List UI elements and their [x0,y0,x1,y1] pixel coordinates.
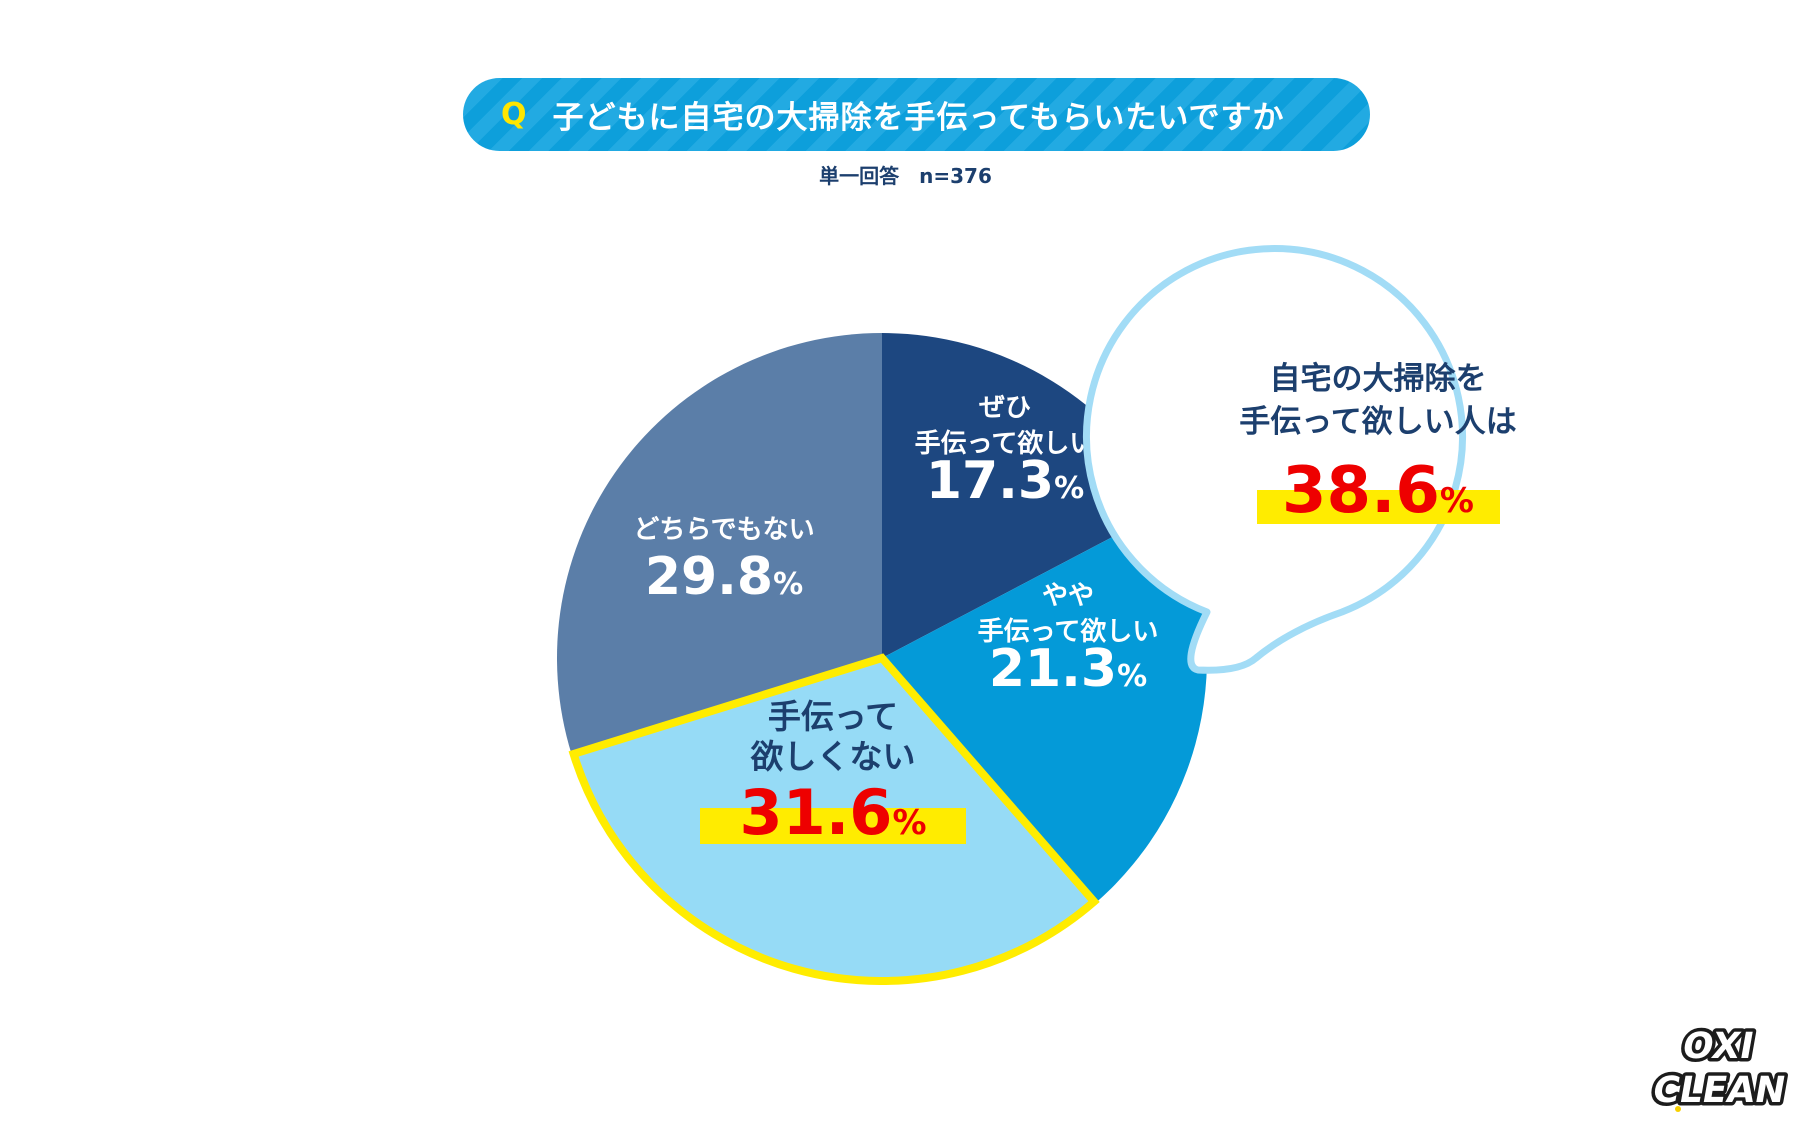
slice-label-line: ぜひ [979,393,1031,423]
callout-line-1: 自宅の大掃除を [1270,361,1487,397]
highlight-slice-outline [568,653,1100,985]
slice-value: 29.8% [645,547,803,607]
slice-value: 21.3% [989,639,1147,699]
callout-bubble: 自宅の大掃除を 手伝って欲しい人は 38.6% [1083,245,1517,674]
slice-label-line: 手伝って [768,697,898,736]
pie-slices [557,333,1207,985]
pie-slice-4 [557,333,882,755]
question-banner: Q 子どもに自宅の大掃除を手伝ってもらいたいですか [463,78,1370,151]
oxiclean-logo: OXI CLEAN [1648,1021,1788,1114]
logo-line-1: OXI [1679,1024,1757,1067]
pie-slice-2 [882,506,1207,904]
slice-label-line: 手伝って欲しい [978,617,1159,647]
question-text: 子どもに自宅の大掃除を手伝ってもらいたいですか [552,100,1285,136]
slice-value: 31.6% [739,776,926,849]
callout-line-2: 手伝って欲しい人は [1239,404,1516,440]
slice-value-unit: % [1117,659,1147,694]
slice-value-number: 17.3 [926,451,1054,511]
slice-label-line: やや [1042,581,1094,611]
callout-bubble-shape [1083,245,1466,674]
slice-value-number: 21.3 [989,639,1117,699]
slice-label-line: 欲しくない [750,737,916,776]
callout-value-highlight [1257,490,1500,524]
slice-value-number: 29.8 [645,547,773,607]
callout-value-unit: % [1440,481,1474,521]
slice-value: 17.3% [926,451,1084,511]
callout-value: 38.6% [1282,454,1474,528]
slice-label-line: 手伝って欲しい [915,429,1096,459]
slice-value-unit: % [773,567,803,602]
slice-value-unit: % [892,803,926,843]
response-note: 単一回答 n=376 [819,164,992,188]
question-mark: Q [501,97,527,132]
pie-slice-1 [882,333,1170,658]
slice-value-number: 31.6 [739,776,892,849]
value-highlight-bar [700,808,966,844]
slice-label-line: どちらでもない [633,515,814,545]
logo-underline-accent [1675,1106,1681,1112]
logo-line-2: CLEAN [1650,1068,1788,1111]
slice-value-unit: % [1054,471,1084,506]
callout-value-number: 38.6 [1282,454,1440,528]
pie-labels: ぜひ手伝って欲しい17.3%やや手伝って欲しい21.3%手伝って欲しくない31.… [633,393,1158,849]
